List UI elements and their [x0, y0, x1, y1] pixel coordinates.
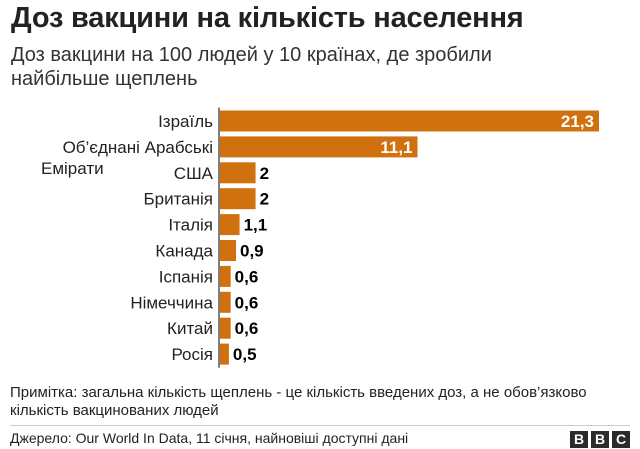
- data-label: 0,6: [235, 267, 259, 286]
- data-label: 0,9: [240, 242, 264, 261]
- bar: [220, 291, 231, 313]
- bar: [220, 265, 231, 287]
- bar: [220, 214, 240, 236]
- bbc-logo-block: B: [570, 431, 588, 448]
- bar: [220, 317, 231, 339]
- data-label: 21,3: [561, 112, 594, 131]
- bbc-logo-block: B: [591, 431, 609, 448]
- bar: [220, 110, 599, 132]
- data-label: 1,1: [244, 216, 268, 235]
- data-label: 2: [260, 164, 269, 183]
- source-text: Джерело: Our World In Data, 11 січня, на…: [10, 430, 409, 446]
- category-label: США: [174, 164, 214, 183]
- bar-chart: 21,3 Ізраїль 11,1 Об’єднані Арабські Емірати…: [41, 107, 599, 368]
- chart-title: Доз вакцини на кількість населення: [11, 2, 524, 34]
- bar: [220, 343, 229, 365]
- category-label: Іспанія: [159, 267, 213, 286]
- chart-note: Примітка: загальна кількість щеплень - ц…: [10, 384, 587, 419]
- footer-divider: [10, 425, 630, 426]
- category-label-continued: Емірати: [41, 159, 104, 178]
- category-label: Італія: [168, 216, 213, 235]
- data-label: 0,6: [235, 293, 259, 312]
- data-label: 0,5: [233, 345, 257, 364]
- category-label: Росія: [171, 345, 213, 364]
- bar: [220, 188, 256, 210]
- category-label: Ізраїль: [158, 112, 213, 131]
- bbc-logo: B B C: [570, 431, 630, 448]
- data-label: 0,6: [235, 319, 259, 338]
- category-label: Британія: [143, 190, 213, 209]
- category-label: Німеччина: [130, 293, 213, 312]
- category-label: Об’єднані Арабські: [63, 138, 213, 157]
- bar: [220, 136, 418, 158]
- data-label: 2: [260, 190, 269, 209]
- chart-subtitle: Доз вакцини на 100 людей у 10 країнах, д…: [11, 44, 492, 90]
- category-label: Канада: [155, 242, 213, 261]
- data-label: 11,1: [380, 138, 412, 157]
- category-label: Китай: [167, 319, 213, 338]
- bbc-logo-block: C: [612, 431, 630, 448]
- bar: [220, 162, 256, 184]
- bar: [220, 240, 237, 261]
